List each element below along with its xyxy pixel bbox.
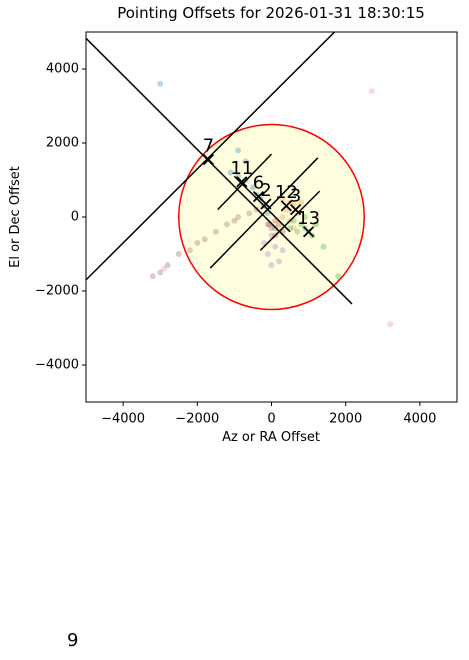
scatter-point	[298, 199, 305, 206]
marker-label: 2	[260, 180, 271, 201]
x-marker	[260, 198, 272, 210]
scatter-point	[387, 321, 394, 328]
scatter-point	[320, 243, 327, 250]
scatter-point	[264, 221, 271, 228]
scatter-point	[272, 243, 279, 250]
x-marker	[289, 203, 302, 216]
scatter-point	[231, 217, 238, 224]
scatter-point	[294, 228, 301, 235]
y-tick-label: −4000	[35, 358, 79, 373]
scatter-point	[301, 214, 308, 220]
scatter-point	[298, 221, 305, 228]
offset-line	[86, 37, 353, 305]
offset-line	[233, 175, 291, 233]
scatter-point	[264, 251, 271, 257]
scatter-point	[335, 273, 342, 280]
scatter-point	[157, 269, 164, 276]
x-marker	[202, 154, 215, 166]
footer-text: 9	[67, 630, 78, 651]
scatter-point	[313, 221, 320, 228]
scatter-point	[175, 251, 182, 257]
scatter-point	[235, 147, 242, 154]
scatter-point	[249, 184, 256, 191]
scatter-point	[212, 228, 219, 235]
x-axis-label: Az or RA Offset	[222, 430, 320, 445]
x-marker	[280, 200, 292, 212]
scatter-point	[275, 258, 282, 265]
plot-area	[86, 32, 394, 328]
scatter-point	[246, 210, 253, 217]
offset-line	[86, 32, 336, 281]
scatter-point	[186, 247, 193, 254]
scatter-point	[242, 158, 249, 165]
scatter-point	[164, 262, 171, 269]
marker-label: 11	[230, 158, 253, 179]
x-tick-label: −2000	[175, 412, 219, 427]
marker-label: 12	[275, 182, 298, 203]
offset-line	[209, 157, 319, 269]
scatter-point	[201, 236, 208, 243]
scatter-point	[268, 262, 275, 269]
scatter-point	[157, 80, 164, 87]
scatter-point	[223, 221, 230, 228]
scatter-point	[268, 225, 275, 232]
scatter-point	[279, 214, 286, 220]
y-axis-label: El or Dec Offset	[8, 166, 23, 268]
scatter-point	[149, 273, 156, 280]
y-tick-label: −2000	[35, 284, 79, 299]
marker-label: 7	[203, 136, 214, 157]
scatter-point	[235, 214, 242, 220]
scatter-point	[279, 195, 286, 202]
x-tick-label: 2000	[329, 412, 362, 427]
offset-line	[217, 153, 273, 211]
y-tick-label: 2000	[46, 136, 79, 151]
marker-label: 6	[253, 173, 264, 194]
scatter-point	[368, 88, 375, 95]
x-tick-label: 0	[267, 412, 275, 427]
scatter-point	[290, 225, 297, 232]
x-tick-label: 4000	[403, 412, 436, 427]
marker-label: 13	[297, 208, 320, 229]
y-tick-label: 0	[71, 210, 79, 225]
y-tick-label: 4000	[46, 62, 79, 77]
x-tick-label: −4000	[101, 412, 145, 427]
marker-label: 3	[290, 186, 301, 207]
offset-line	[259, 190, 321, 251]
scatter-point	[227, 169, 234, 176]
scatter-point	[279, 247, 286, 254]
scatter-point	[160, 265, 167, 272]
scatter-point	[194, 239, 201, 246]
x-marker	[236, 176, 248, 188]
circle	[178, 123, 365, 311]
chart-title: Pointing Offsets for 2026-01-31 18:30:15	[117, 4, 425, 22]
x-marker	[302, 226, 315, 238]
